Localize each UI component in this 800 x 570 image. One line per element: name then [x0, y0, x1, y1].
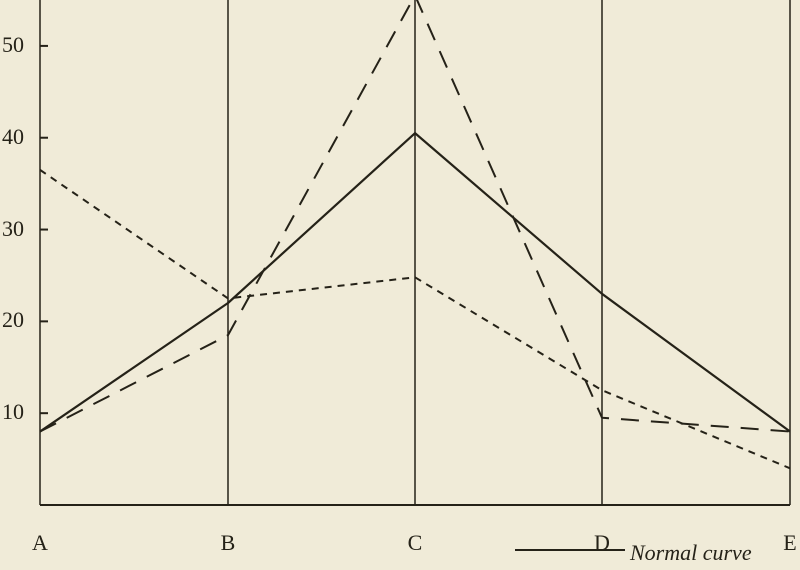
chart-svg: [0, 0, 800, 570]
y-tick-label: 20: [2, 307, 24, 333]
line-chart: A B C D E 10 20 30 40 50 Normal curve: [0, 0, 800, 570]
x-category-label: A: [32, 530, 48, 556]
x-category-label: B: [221, 530, 236, 556]
y-tick-label: 10: [2, 399, 24, 425]
y-tick-label: 30: [2, 216, 24, 242]
y-tick-label: 40: [2, 124, 24, 150]
y-tick-label: 50: [2, 32, 24, 58]
x-category-label: C: [408, 530, 423, 556]
x-category-label: E: [783, 530, 796, 556]
legend-normal-label: Normal curve: [630, 540, 752, 566]
x-category-label: D: [594, 530, 610, 556]
